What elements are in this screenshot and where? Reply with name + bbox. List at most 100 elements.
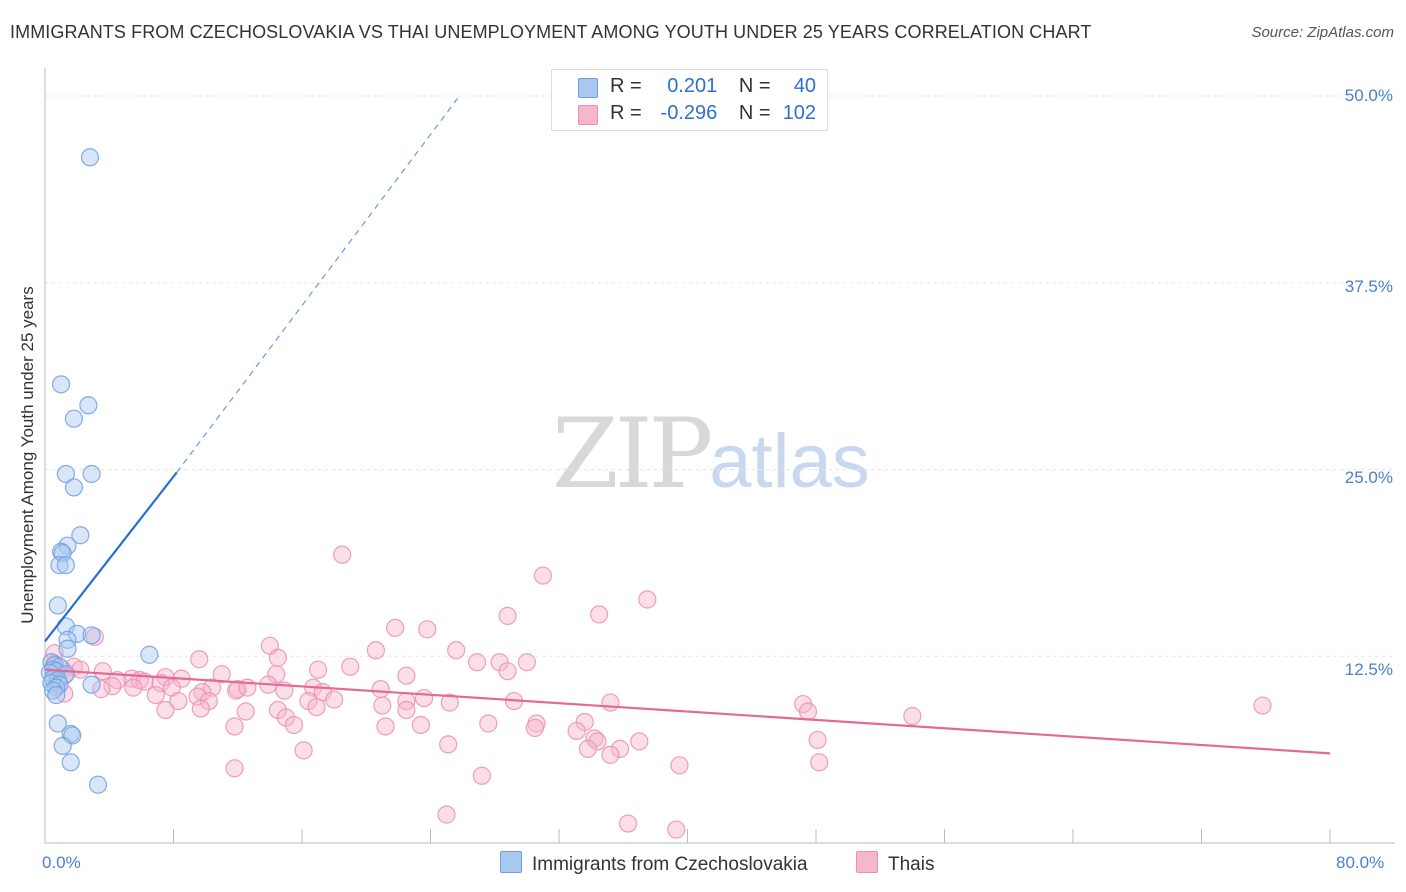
czech-point	[88, 775, 108, 794]
legend-n-czech: 40	[793, 75, 817, 97]
thai-point	[341, 657, 360, 676]
thai-point	[191, 699, 210, 718]
thai-point	[437, 805, 456, 824]
thai-point	[667, 820, 686, 839]
thai-point	[498, 662, 517, 681]
czech-point	[53, 736, 72, 755]
thai-point	[333, 545, 352, 564]
legend-n-label: N =	[738, 75, 771, 97]
series-swatch-thai	[856, 851, 878, 873]
thai-point	[479, 714, 498, 733]
thai-point	[71, 660, 90, 679]
czech-point	[79, 396, 98, 415]
czech-point	[48, 714, 67, 733]
legend-r-czech: 0.201	[667, 75, 718, 97]
thai-point	[366, 641, 385, 660]
thai-point	[202, 678, 222, 697]
y-tick-label-37-5: 37.5%	[1344, 277, 1393, 296]
legend-n-label: N =	[738, 102, 771, 124]
thai-point	[108, 671, 127, 690]
czech-point	[47, 678, 66, 697]
thai-point	[151, 674, 170, 693]
czech-trend-line	[44, 471, 178, 642]
czech-point	[61, 753, 80, 772]
czech-point	[47, 685, 66, 705]
thai-point	[308, 660, 328, 679]
thai-point	[225, 717, 244, 736]
czech-point	[56, 464, 75, 484]
legend-row-czech: R = 0.201 N = 40	[578, 75, 816, 98]
thai-point	[533, 566, 553, 585]
thai-point	[610, 739, 630, 758]
thai-point	[418, 620, 437, 639]
czech-point	[64, 478, 84, 497]
y-axis-label: Unemployment Among Youth under 25 years	[18, 286, 37, 624]
thai-point	[307, 697, 326, 717]
chart-title: IMMIGRANTS FROM CZECHOSLOVAKIA VS THAI U…	[10, 22, 1092, 42]
thai-point	[670, 756, 689, 775]
thai-point	[397, 666, 416, 685]
watermark-atlas: atlas	[709, 419, 870, 504]
legend-r-label: R =	[610, 75, 642, 97]
thai-point	[601, 745, 620, 764]
thai-point	[146, 685, 165, 705]
series-legend-thai: Thais	[856, 851, 934, 876]
czech-point	[48, 596, 67, 615]
czech-point	[82, 464, 101, 484]
thai-point	[567, 721, 586, 741]
czech-point	[68, 624, 87, 643]
czech-point	[58, 639, 77, 658]
czech-trend-extension	[176, 95, 460, 473]
czech-point	[56, 556, 75, 575]
czech-point	[82, 626, 101, 645]
czech-point	[64, 409, 84, 428]
source-credit: Source: ZipAtlas.com	[1251, 24, 1394, 41]
thai-point	[371, 680, 390, 699]
series-legend-czech: Immigrants from Czechoslovakia	[500, 851, 808, 876]
thai-point	[467, 653, 487, 672]
thai-point	[284, 715, 304, 735]
thai-point	[903, 706, 922, 726]
thai-point	[1253, 696, 1272, 715]
thai-point	[325, 690, 344, 709]
thai-point	[472, 766, 491, 785]
thai-point	[585, 729, 604, 748]
legend-row-thai: R = -0.296 N = 102	[578, 102, 816, 125]
thai-point	[294, 741, 313, 760]
y-tick-label-12-5: 12.5%	[1344, 660, 1393, 679]
thai-point	[124, 678, 143, 697]
thai-point	[810, 753, 829, 772]
thai-point	[376, 717, 395, 736]
thai-point	[411, 715, 430, 735]
thai-point	[225, 759, 244, 778]
series-name-thai: Thais	[888, 854, 935, 875]
thai-point	[498, 606, 517, 626]
y-tick-label-50: 50.0%	[1344, 86, 1393, 105]
series-swatch-czech	[500, 851, 522, 873]
thai-point	[798, 702, 818, 721]
thai-point	[517, 653, 536, 672]
czech-point	[50, 556, 69, 575]
czech-point	[71, 526, 90, 545]
thai-point	[440, 693, 459, 712]
thai-point	[601, 693, 620, 712]
thai-point	[630, 732, 649, 751]
czech-point	[140, 645, 159, 664]
thai-point	[808, 730, 827, 750]
thai-point	[268, 648, 288, 667]
series-name-czech: Immigrants from Czechoslovakia	[532, 854, 808, 875]
thai-point	[373, 696, 392, 715]
thai-point	[386, 618, 405, 637]
thai-point	[212, 665, 231, 684]
thai-trend-line	[44, 668, 1331, 755]
watermark-zip: ZIP	[552, 398, 713, 510]
thai-point	[103, 677, 122, 696]
thai-point	[525, 718, 545, 738]
thai-point	[588, 732, 607, 751]
czech-point	[80, 148, 100, 167]
legend-swatch-czech	[578, 78, 598, 98]
correlation-legend: R = 0.201 N = 40 R = -0.296 N = 102	[551, 69, 828, 131]
thai-point	[169, 691, 188, 711]
czech-point	[53, 544, 72, 563]
